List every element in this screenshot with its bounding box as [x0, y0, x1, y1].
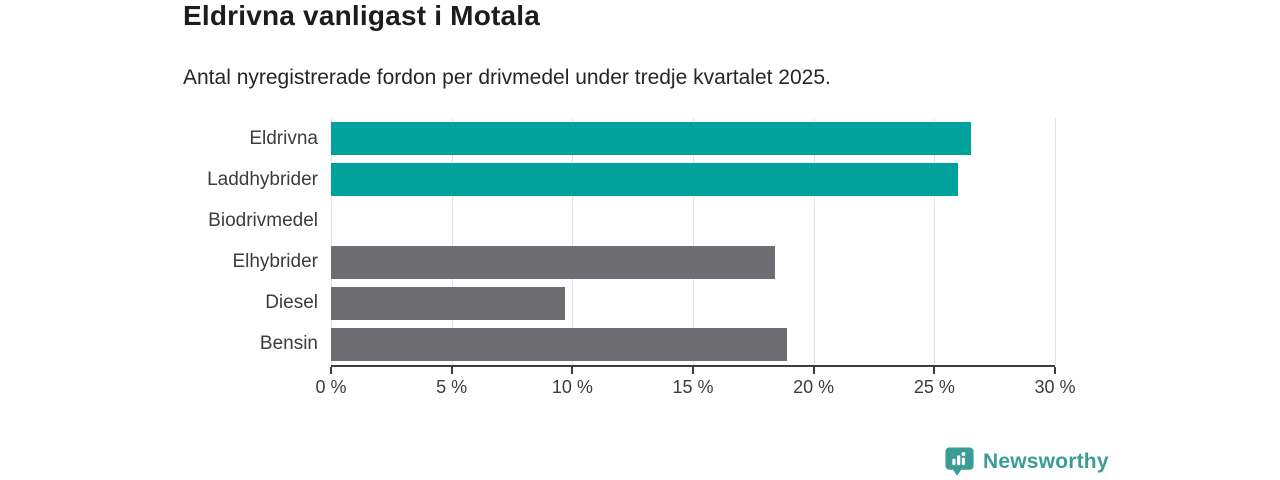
gridline-15	[693, 118, 694, 365]
x-axis-tick-10	[571, 367, 574, 374]
y-axis-label-elhybrider: Elhybrider	[232, 251, 318, 273]
y-axis-label-bensin: Bensin	[259, 333, 318, 355]
x-axis-tick-label-5: 5 %	[436, 377, 468, 397]
x-axis-tick-30	[1054, 367, 1056, 374]
gridline-0	[331, 118, 332, 365]
y-axis-label-diesel: Diesel	[265, 292, 318, 314]
bar-diesel	[331, 286, 566, 320]
gridline-20	[813, 118, 815, 365]
y-axis-label-biodrivmedel: Biodrivmedel	[208, 209, 318, 231]
bar-elhybrider	[331, 245, 776, 279]
gridline-30	[1055, 118, 1056, 365]
x-axis-tick-label-10: 10 %	[551, 377, 593, 397]
bar-eldrivna	[331, 122, 971, 156]
y-axis-label-laddhybrider: Laddhybrider	[207, 168, 318, 190]
brand-name: Newsworthy	[983, 450, 1109, 473]
x-axis-tick-25	[933, 367, 936, 374]
x-axis-tick-label-20: 20 %	[793, 377, 835, 397]
newsworthy-logo-icon	[945, 447, 974, 476]
brand-footer: Newsworthy	[944, 446, 1109, 478]
bar-laddhybrider	[331, 163, 959, 197]
x-axis-tick-5	[450, 367, 453, 374]
x-axis-tick-label-25: 25 %	[913, 377, 955, 397]
y-axis-label-eldrivna: Eldrivna	[249, 127, 318, 149]
chart-subtitle: Antal nyregistrerade fordon per drivmede…	[183, 66, 831, 89]
gridline-10	[572, 118, 574, 365]
x-axis-tick-0	[330, 367, 332, 374]
x-axis-tick-label-15: 15 %	[672, 377, 714, 397]
x-axis-tick-15	[692, 367, 694, 374]
chart-title: Eldrivna vanligast i Motala	[183, 0, 541, 31]
x-axis-tick-20	[812, 367, 815, 374]
x-axis-tick-label-0: 0 %	[315, 377, 347, 397]
gridline-5	[451, 118, 453, 365]
x-axis-tick-label-30: 30 %	[1034, 377, 1076, 397]
gridline-25	[934, 118, 936, 365]
bar-bensin	[331, 327, 788, 361]
y-axis-labels: Eldrivna Laddhybrider Biodrivmedel Elhybrid…	[0, 118, 318, 365]
bar-chart-plot: 0 % 5 % 10 % 15 % 20 % 25 % 30 %	[315, 118, 1076, 397]
